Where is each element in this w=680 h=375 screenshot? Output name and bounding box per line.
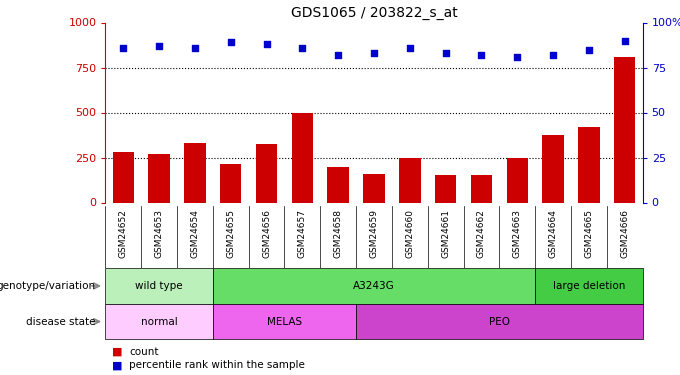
Bar: [184, 143, 205, 202]
Bar: [113, 152, 134, 202]
Point: [369, 50, 379, 56]
Bar: [148, 154, 170, 203]
Text: GSM24665: GSM24665: [584, 209, 594, 258]
Point: [333, 52, 343, 58]
Text: GSM24653: GSM24653: [154, 209, 164, 258]
Text: GSM24654: GSM24654: [190, 209, 199, 258]
Text: GSM24664: GSM24664: [549, 209, 558, 258]
Bar: [399, 158, 420, 203]
Text: A3243G: A3243G: [353, 281, 395, 291]
Point: [225, 39, 236, 45]
Bar: [578, 127, 600, 202]
Bar: [614, 57, 635, 202]
Text: GSM24652: GSM24652: [119, 209, 128, 258]
Bar: [363, 174, 385, 202]
Text: large deletion: large deletion: [553, 281, 625, 291]
Text: PEO: PEO: [489, 316, 510, 327]
Text: GSM24658: GSM24658: [334, 209, 343, 258]
Bar: [292, 112, 313, 202]
Bar: [507, 158, 528, 203]
Point: [512, 54, 523, 60]
Text: GSM24656: GSM24656: [262, 209, 271, 258]
Text: wild type: wild type: [135, 281, 183, 291]
Point: [261, 41, 272, 47]
Text: ■: ■: [112, 360, 122, 370]
Point: [190, 45, 201, 51]
Title: GDS1065 / 203822_s_at: GDS1065 / 203822_s_at: [290, 6, 458, 20]
Text: GSM24659: GSM24659: [369, 209, 379, 258]
Text: GSM24663: GSM24663: [513, 209, 522, 258]
Text: MELAS: MELAS: [267, 316, 302, 327]
Text: GSM24661: GSM24661: [441, 209, 450, 258]
Bar: [328, 166, 349, 202]
Point: [154, 43, 165, 49]
Text: normal: normal: [141, 316, 177, 327]
Point: [619, 38, 630, 44]
Bar: [471, 175, 492, 202]
Point: [547, 52, 558, 58]
Text: GSM24657: GSM24657: [298, 209, 307, 258]
Text: GSM24662: GSM24662: [477, 209, 486, 258]
Text: genotype/variation: genotype/variation: [0, 281, 95, 291]
Text: disease state: disease state: [26, 316, 95, 327]
Bar: [435, 175, 456, 202]
Bar: [220, 164, 241, 202]
Text: ■: ■: [112, 347, 122, 357]
Point: [583, 46, 594, 53]
Text: count: count: [129, 347, 158, 357]
Bar: [543, 135, 564, 202]
Point: [118, 45, 129, 51]
Text: GSM24660: GSM24660: [405, 209, 414, 258]
Text: GSM24655: GSM24655: [226, 209, 235, 258]
Bar: [256, 144, 277, 202]
Text: percentile rank within the sample: percentile rank within the sample: [129, 360, 305, 370]
Point: [476, 52, 487, 58]
Point: [297, 45, 308, 51]
Text: GSM24666: GSM24666: [620, 209, 629, 258]
Point: [405, 45, 415, 51]
Point: [440, 50, 451, 56]
